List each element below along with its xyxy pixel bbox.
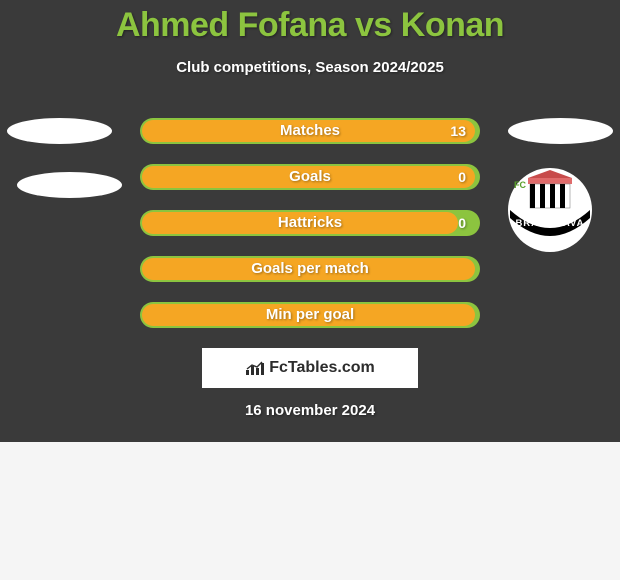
stat-bar-label: Goals [140,164,480,190]
svg-text:BRATISLAVA: BRATISLAVA [515,218,584,229]
stats-area: FC BRATISLAVA Matches13Goals0Hattricks0G… [0,118,620,328]
stat-bar: Goals per match [140,256,480,282]
chart-icon [245,360,265,376]
brand-text: FcTables.com [269,359,375,377]
club-badge: FC BRATISLAVA [500,168,600,253]
club-badge-svg: FC BRATISLAVA [500,168,600,253]
season-subtitle: Club competitions, Season 2024/2025 [0,59,620,76]
svg-text:FC: FC [514,180,526,190]
stat-bar-value: 13 [450,118,466,144]
date-line: 16 november 2024 [0,402,620,419]
player-right-ellipse [508,118,613,144]
stat-bar-label: Hattricks [140,210,480,236]
stat-bar-label: Min per goal [140,302,480,328]
branding-box[interactable]: FcTables.com [202,348,418,388]
comparison-panel: Ahmed Fofana vs Konan Club competitions,… [0,0,620,442]
stat-bar: Hattricks0 [140,210,480,236]
page-title: Ahmed Fofana vs Konan [0,0,620,45]
player-left-ellipse-1 [7,118,112,144]
stat-bar: Matches13 [140,118,480,144]
stat-bar: Min per goal [140,302,480,328]
player-left-ellipse-2 [17,172,122,198]
stat-bar: Goals0 [140,164,480,190]
stat-bar-value: 0 [458,210,466,236]
stat-bar-label: Matches [140,118,480,144]
stat-bar-label: Goals per match [140,256,480,282]
stat-bar-value: 0 [458,164,466,190]
